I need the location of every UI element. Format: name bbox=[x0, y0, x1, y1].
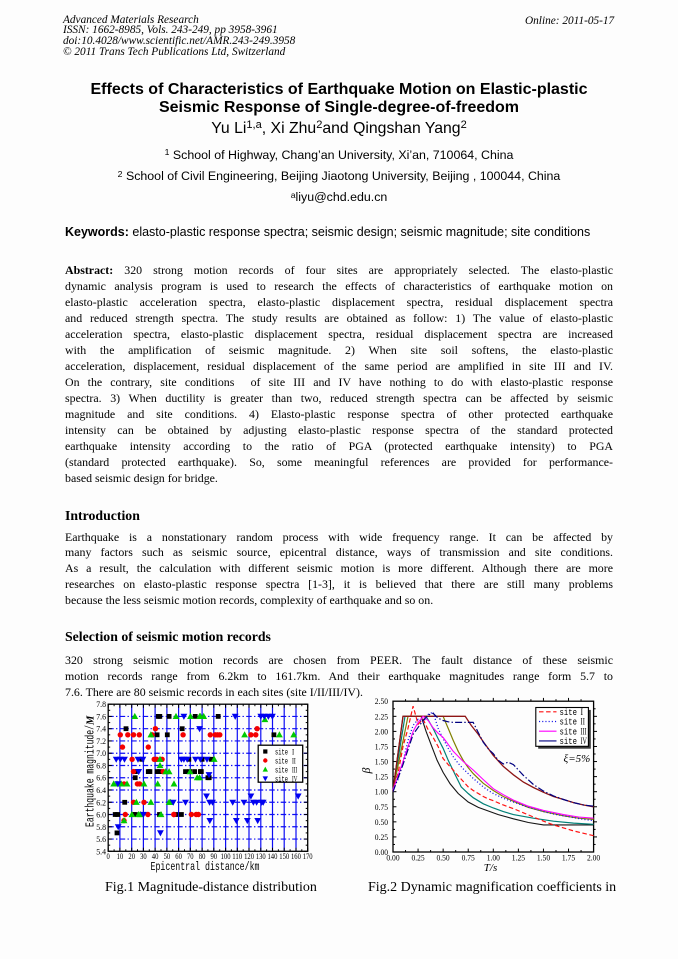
svg-text:0.25: 0.25 bbox=[375, 832, 388, 842]
svg-text:160: 160 bbox=[291, 851, 301, 861]
svg-text:130: 130 bbox=[256, 851, 266, 861]
svg-text:IV: IV bbox=[581, 736, 588, 746]
svg-text:1.25: 1.25 bbox=[512, 852, 525, 862]
svg-text:30: 30 bbox=[140, 851, 147, 861]
svg-text:2.00: 2.00 bbox=[587, 852, 600, 862]
svg-text:80: 80 bbox=[199, 851, 206, 861]
svg-text:6.4: 6.4 bbox=[96, 785, 106, 795]
svg-text:170: 170 bbox=[303, 851, 313, 861]
svg-text:6.8: 6.8 bbox=[96, 761, 106, 771]
svg-text:site: site bbox=[275, 748, 288, 757]
svg-text:site: site bbox=[560, 727, 578, 737]
svg-text:7.0: 7.0 bbox=[96, 748, 106, 758]
svg-text:site: site bbox=[275, 757, 288, 766]
svg-text:60: 60 bbox=[175, 851, 182, 861]
svg-text:20: 20 bbox=[128, 851, 135, 861]
svg-text:110: 110 bbox=[232, 851, 242, 861]
svg-text:1.00: 1.00 bbox=[375, 787, 388, 797]
svg-text:2.50: 2.50 bbox=[375, 696, 388, 706]
svg-text:2.25: 2.25 bbox=[375, 711, 388, 721]
svg-text:6.6: 6.6 bbox=[96, 773, 106, 783]
svg-text:140: 140 bbox=[268, 851, 278, 861]
svg-text:100: 100 bbox=[221, 851, 231, 861]
svg-text:III: III bbox=[581, 726, 587, 736]
svg-text:5.4: 5.4 bbox=[96, 846, 106, 856]
svg-text:0.25: 0.25 bbox=[412, 852, 425, 862]
svg-text:7.8: 7.8 bbox=[96, 699, 106, 709]
svg-text:10: 10 bbox=[117, 851, 124, 861]
svg-text:T/s: T/s bbox=[484, 862, 497, 874]
svg-text:IV: IV bbox=[292, 774, 297, 783]
svg-text:50: 50 bbox=[164, 851, 171, 861]
svg-text:II: II bbox=[581, 717, 585, 727]
svg-text:1.50: 1.50 bbox=[375, 757, 388, 767]
svg-text:0: 0 bbox=[107, 851, 110, 861]
svg-text:site: site bbox=[275, 775, 288, 784]
svg-text:II: II bbox=[292, 756, 296, 765]
svg-text:120: 120 bbox=[244, 851, 254, 861]
svg-text:1.25: 1.25 bbox=[375, 772, 388, 782]
svg-text:I: I bbox=[292, 747, 294, 756]
svg-text:40: 40 bbox=[152, 851, 159, 861]
svg-text:Epicentral distance/km: Epicentral distance/km bbox=[151, 860, 260, 874]
svg-text:0.75: 0.75 bbox=[462, 852, 475, 862]
svg-text:ξ=5%: ξ=5% bbox=[564, 753, 591, 765]
svg-text:0.75: 0.75 bbox=[375, 802, 388, 812]
svg-text:2.00: 2.00 bbox=[375, 726, 388, 736]
svg-text:1.75: 1.75 bbox=[562, 852, 575, 862]
svg-text:site: site bbox=[560, 737, 578, 747]
svg-text:5.8: 5.8 bbox=[96, 822, 106, 832]
svg-text:70: 70 bbox=[187, 851, 194, 861]
svg-text:7.4: 7.4 bbox=[96, 724, 106, 734]
svg-text:90: 90 bbox=[211, 851, 218, 861]
svg-text:0.00: 0.00 bbox=[386, 852, 399, 862]
svg-text:β: β bbox=[361, 767, 373, 774]
svg-text:1.00: 1.00 bbox=[487, 852, 500, 862]
svg-text:site: site bbox=[560, 708, 578, 718]
svg-text:5.6: 5.6 bbox=[96, 834, 106, 844]
svg-text:M: M bbox=[86, 715, 97, 726]
svg-text:III: III bbox=[292, 765, 297, 774]
svg-text:I: I bbox=[581, 707, 584, 717]
svg-text:6.2: 6.2 bbox=[96, 797, 106, 807]
svg-text:Earthquake magnitude/: Earthquake magnitude/ bbox=[84, 725, 98, 827]
svg-text:1.75: 1.75 bbox=[375, 742, 388, 752]
svg-text:site: site bbox=[275, 766, 288, 775]
svg-text:site: site bbox=[560, 718, 578, 728]
svg-text:7.6: 7.6 bbox=[96, 711, 106, 721]
svg-text:0.50: 0.50 bbox=[437, 852, 450, 862]
svg-text:7.2: 7.2 bbox=[96, 736, 106, 746]
svg-text:1.50: 1.50 bbox=[537, 852, 550, 862]
svg-text:0.50: 0.50 bbox=[375, 817, 388, 827]
svg-text:0.00: 0.00 bbox=[375, 847, 388, 857]
svg-text:6.0: 6.0 bbox=[96, 810, 106, 820]
svg-text:150: 150 bbox=[279, 851, 289, 861]
